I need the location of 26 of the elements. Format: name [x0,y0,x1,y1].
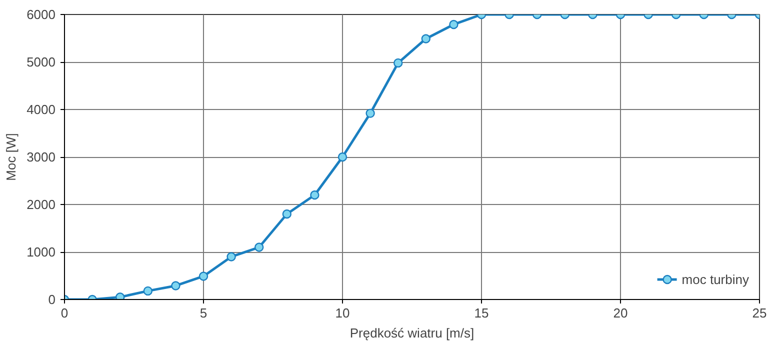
x-tick-label: 20 [613,306,628,320]
point [282,209,292,219]
y-tick-label: 1000 [26,244,56,260]
y-tick-label: 0 [48,292,56,307]
y-axis-title: Moc [W] [4,133,19,181]
x-tick-label: 5 [200,306,208,320]
point [116,292,125,300]
y-tick-label: 5000 [26,54,56,70]
y-tick-label: 2000 [26,197,56,212]
y-tick-label: 3000 [26,150,56,164]
point [310,190,320,200]
x-tick-label: 25 [752,306,767,320]
point [143,286,152,296]
legend-label: moc turbiny [682,272,749,286]
x-tick-label: 10 [335,306,350,320]
point [254,242,264,252]
x-axis-title: Prędkość wiatru [m/s] [350,326,474,340]
y-tick-label: 4000 [26,102,56,117]
x-tick-label: 15 [474,306,489,320]
point [338,152,348,162]
point [198,272,208,281]
point [366,108,375,118]
point [226,252,236,262]
point [171,281,180,290]
x-tick-label: 0 [60,306,68,320]
y-tick-label: 6000 [26,7,56,22]
